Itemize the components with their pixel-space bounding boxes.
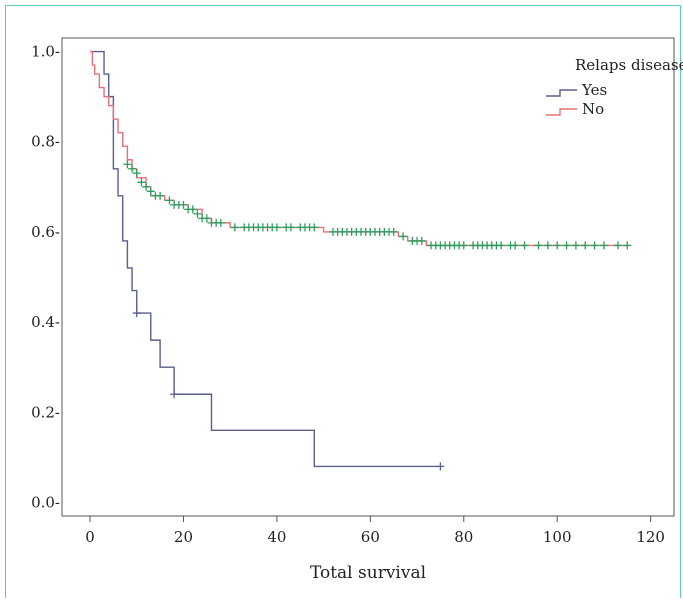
y-tick-label: 0.8- [31,133,60,151]
censor-mark-no [146,187,155,196]
censor-mark-no [459,241,468,250]
x-tick-label: 100 [543,528,572,546]
censor-mark-no [137,178,146,187]
y-tick-label: 0.4- [31,313,60,331]
censor-mark-no [193,209,202,218]
x-tick-label: 80 [454,528,473,546]
y-tick-label: 0.2- [31,403,60,421]
censor-mark-no [399,232,408,241]
censor-mark-no [511,241,520,250]
x-tick-label: 20 [174,528,193,546]
x-tick-label: 0 [85,528,95,546]
y-tick-label: 1.0- [31,43,60,61]
censor-mark-no [520,241,529,250]
censor-mark-no [623,241,632,250]
censor-mark-yes [170,390,179,399]
x-tick-label: 120 [636,528,665,546]
censor-mark-no [156,191,165,200]
censor-mark-no [389,227,398,236]
censor-mark-no [165,196,174,205]
legend-label-no: No [582,100,604,118]
censor-mark-no [188,205,197,214]
censor-mark-no [123,160,132,169]
legend-title: Relaps disease [575,56,683,74]
censor-mark-no [310,223,319,232]
censor-mark-no [562,241,571,250]
censor-mark-no [286,223,295,232]
censor-mark-no [534,241,543,250]
censor-mark-no [543,241,552,250]
censor-mark-yes [132,309,141,318]
censor-layer [123,160,632,471]
legend: Relaps disease Yes No [546,56,683,118]
legend-swatch-yes [546,89,577,97]
censor-mark-no [230,223,239,232]
censor-mark-no [128,164,137,173]
censor-mark-no [272,223,281,232]
censor-mark-no [202,214,211,223]
censor-mark-no [417,236,426,245]
y-tick-label: 0.0- [31,493,60,511]
x-axis-title: Total survival [310,563,426,583]
censor-mark-no [581,241,590,250]
censor-mark-no [497,241,506,250]
censor-mark-no [613,241,622,250]
censor-mark-no [179,200,188,209]
censor-mark-no [216,218,225,227]
figure-frame [5,5,681,598]
plot-area [61,37,675,517]
x-tick-label: 40 [267,528,286,546]
series-line-yes [90,50,441,468]
censor-mark-no [590,241,599,250]
censor-mark-no [571,241,580,250]
legend-label-yes: Yes [581,81,607,99]
y-tick-label: 0.6- [31,223,60,241]
series-layer [90,50,628,468]
censor-mark-no [132,169,141,178]
ticks-layer: 0 20 40 60 80 100 120 0.0- 0.2- 0.4- 0.6- 0.8- 1.0- [31,43,665,546]
series-line-no [90,50,628,247]
censor-mark-no [142,182,151,191]
x-tick-label: 60 [361,528,380,546]
censor-mark-no [599,241,608,250]
legend-swatch-no [546,108,577,116]
censor-mark-yes [436,462,445,471]
censor-mark-no [553,241,562,250]
